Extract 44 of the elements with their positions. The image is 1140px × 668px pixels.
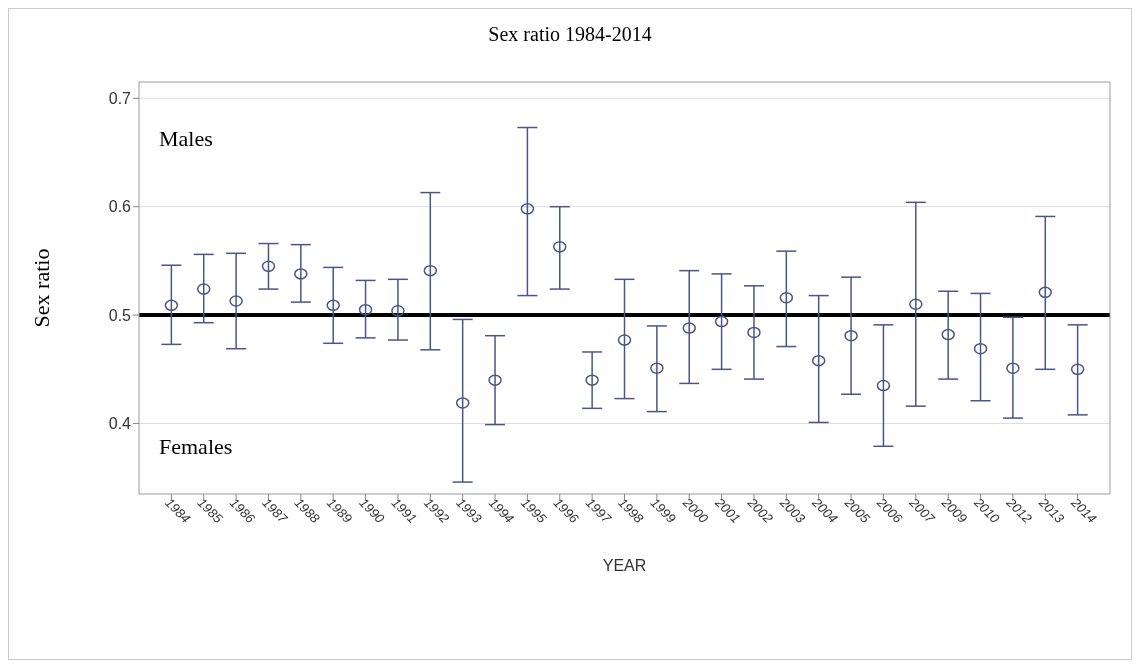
point [261,260,276,273]
point [714,315,729,328]
annotation: Males [159,126,213,152]
point [585,374,599,386]
point [1006,362,1020,374]
y-tick-label: 0.4 [108,415,132,433]
point [326,299,340,312]
chart-title: Sex ratio 1984-2014 [487,23,653,46]
point [164,299,179,312]
point [488,374,502,386]
point [682,322,696,334]
x-tick-label: 1987 [259,494,291,527]
point [876,379,891,392]
y-tick-label: 0.6 [108,198,132,216]
x-tick-label: 1989 [324,494,356,526]
point [455,397,470,409]
point [294,268,308,280]
point [973,342,988,355]
point [941,328,955,341]
x-axis-title: YEAR [602,557,647,574]
x-tick-label: 2007 [905,494,939,527]
point [1038,286,1053,299]
point [358,303,373,316]
point [617,334,632,346]
point [423,264,438,277]
x-tick-label: 1994 [485,494,517,526]
point [1070,363,1085,376]
point [811,354,826,367]
point [909,298,923,311]
annotation: Females [159,434,233,460]
point [196,283,211,295]
point [747,326,761,339]
point [650,362,664,374]
point [779,292,794,304]
x-tick-label: 1986 [226,494,259,527]
point [520,203,535,215]
point [844,329,858,342]
point [553,241,567,253]
point [391,305,405,317]
y-tick-label: 0.5 [108,306,132,324]
y-axis-title: Sex ratio [29,248,55,327]
y-tick-label: 0.7 [108,89,132,107]
point [229,295,243,307]
x-tick-label: 1997 [582,494,615,527]
